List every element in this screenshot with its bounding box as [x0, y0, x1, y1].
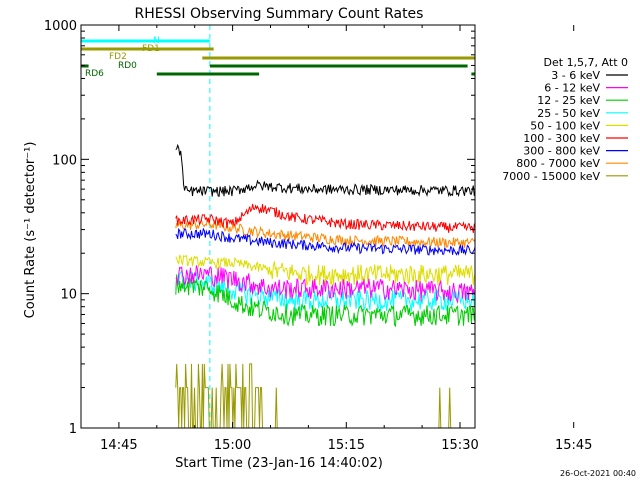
y-tick-label: 100 [52, 153, 77, 168]
legend-label-8: 7000 - 15000 keV [502, 170, 600, 183]
legend-label-1: 6 - 12 keV [544, 82, 600, 95]
x-tick-label: 15:30 [441, 438, 478, 453]
series-line-7 [175, 217, 475, 249]
y-tick-label: 1000 [44, 19, 77, 34]
x-tick-label: 14:45 [100, 438, 137, 453]
series-line-2 [175, 274, 475, 328]
series-line-5 [175, 203, 475, 233]
flag-label-rd0: RD0 [118, 61, 137, 71]
x-tick-label: 15:45 [555, 438, 592, 453]
legend-title: Det 1,5,7, Att 0 [544, 56, 628, 69]
flag-label-rd6: RD6 [85, 69, 104, 79]
flag-label-n: N [153, 36, 160, 46]
legend-label-2: 12 - 25 keV [537, 94, 600, 107]
legend-label-5: 100 - 300 keV [523, 132, 600, 145]
legend-label-3: 25 - 50 keV [537, 107, 600, 120]
timestamp: 26-Oct-2021 00:40 [560, 469, 636, 478]
axes: 14:4515:0015:1515:3015:4516:0016:1511010… [44, 19, 593, 453]
x-tick-label: 15:15 [328, 438, 365, 453]
chart-title: RHESSI Observing Summary Count Rates [135, 6, 424, 22]
series-line-6 [175, 227, 475, 256]
y-tick-label: 10 [60, 288, 77, 303]
x-axis-label: Start Time (23-Jan-16 14:40:02) [175, 456, 383, 471]
series-line-4 [175, 254, 475, 287]
legend-label-4: 50 - 100 keV [530, 119, 600, 132]
plot-frame [80, 24, 476, 429]
legend-label-0: 3 - 6 keV [551, 69, 600, 82]
x-tick-label: 15:00 [214, 438, 251, 453]
legend-label-7: 800 - 7000 keV [516, 157, 600, 170]
y-tick-label: 1 [69, 422, 77, 437]
flag-label-fd1: FD1 [142, 44, 160, 54]
series-line-8 [175, 363, 475, 428]
legend-label-6: 300 - 800 keV [523, 145, 600, 158]
series-line-1 [175, 265, 475, 304]
flag-label-fd2: FD2 [109, 52, 127, 62]
series-line-0 [175, 143, 475, 198]
y-axis-label: Count Rate (s⁻¹ detector⁻¹) [23, 142, 38, 319]
